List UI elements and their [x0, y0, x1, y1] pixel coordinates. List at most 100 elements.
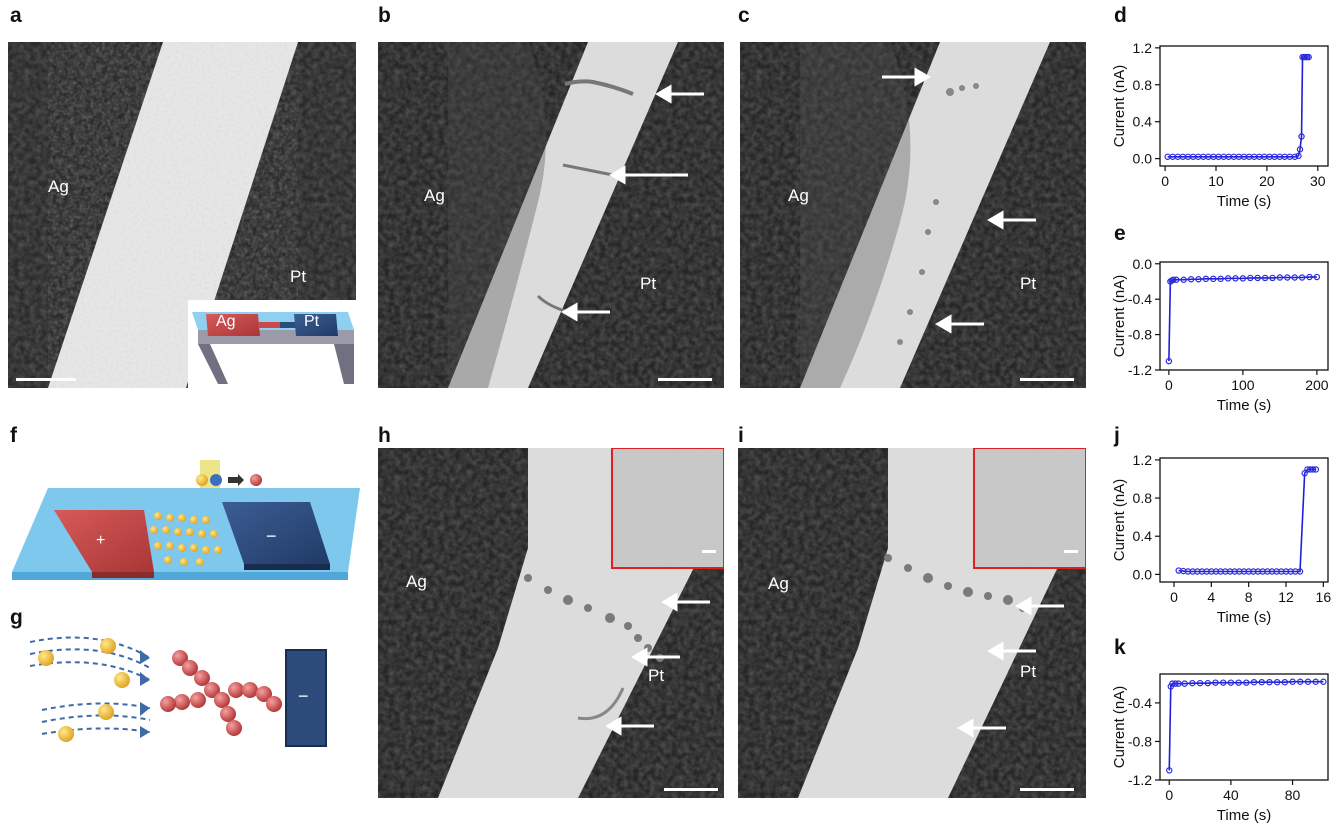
- label-pt: Pt: [648, 666, 665, 685]
- tem-image-a: Ag Pt Ag Pt: [8, 42, 356, 388]
- data-point: [1281, 678, 1289, 686]
- panel-letter-j: j: [1114, 424, 1120, 447]
- data-point: [1204, 679, 1211, 687]
- y-tick-label: -0.8: [1128, 327, 1152, 343]
- panel-letter-i: i: [738, 424, 744, 447]
- label-ag: Ag: [48, 177, 69, 196]
- y-tick-label: -0.4: [1128, 695, 1152, 711]
- x-tick-label: 0: [1165, 787, 1173, 803]
- x-tick-label: 200: [1305, 377, 1329, 393]
- label-ag: Ag: [424, 186, 445, 205]
- tem-image-c: Ag Pt: [740, 42, 1086, 388]
- data-point: [1210, 275, 1217, 283]
- tem-image-b: Ag Pt: [378, 42, 724, 388]
- x-axis-label: Time (s): [1217, 807, 1271, 824]
- data-point: [1170, 276, 1177, 283]
- inset-label-pt: Pt: [304, 313, 320, 330]
- x-tick-label: 12: [1278, 589, 1294, 605]
- data-point: [1187, 276, 1195, 283]
- data-point: [1276, 274, 1284, 281]
- series-line: [1168, 680, 1324, 771]
- tem-image-h: Ag Pt: [378, 448, 724, 798]
- panel-letter-g: g: [10, 606, 23, 629]
- x-tick-label: 40: [1223, 787, 1239, 803]
- data-point: [1196, 679, 1204, 687]
- panel-letter-b: b: [378, 4, 391, 27]
- data-point: [1305, 53, 1312, 61]
- data-point: [1195, 276, 1202, 283]
- data-point: [1212, 679, 1219, 686]
- data-point: [1258, 678, 1265, 686]
- data-point: [1273, 678, 1281, 686]
- label-pt: Pt: [290, 267, 307, 286]
- data-point: [1304, 678, 1312, 685]
- y-axis-label: Current (nA): [1111, 686, 1128, 769]
- data-point: [1298, 133, 1305, 140]
- panel-letter-d: d: [1114, 4, 1127, 27]
- tem-image-i: Ag Pt: [738, 448, 1086, 798]
- minus-label: −: [266, 526, 277, 546]
- y-tick-label: 0.0: [1133, 151, 1153, 167]
- data-point: [1172, 680, 1179, 687]
- y-axis-label: Current (nA): [1111, 65, 1128, 148]
- data-point: [1291, 153, 1299, 160]
- y-tick-label: 0.4: [1133, 528, 1153, 544]
- x-tick-label: 20: [1259, 173, 1275, 189]
- chart-j: 0 4 8 12 16 0.0 0.4 0.8 1.2 Time (s) Current (nA): [1111, 452, 1331, 626]
- series-line: [1168, 276, 1317, 362]
- data-point: [1261, 274, 1269, 282]
- y-tick-label: -0.4: [1128, 291, 1152, 307]
- data-point: [1289, 678, 1296, 685]
- y-tick-label: 1.2: [1133, 452, 1153, 468]
- x-tick-label: 0: [1161, 173, 1169, 189]
- data-point: [1232, 275, 1239, 282]
- label-pt: Pt: [640, 274, 657, 293]
- nucleation-schematic-g: −: [29, 628, 340, 750]
- data-point: [1320, 678, 1327, 685]
- arrow-icon: [882, 67, 1036, 334]
- data-point: [1243, 679, 1250, 686]
- panel-letter-k: k: [1114, 636, 1126, 659]
- series-line: [1167, 56, 1309, 158]
- label-ag: Ag: [788, 186, 809, 205]
- plus-label: +: [96, 532, 106, 549]
- chart-e: 0 100 200 0.0 -0.4 -0.8 -1.2 Time (s) Current (n…: [1111, 256, 1329, 414]
- data-point: [1306, 273, 1313, 281]
- arrow-icon: [561, 84, 704, 322]
- arrow-icon: [605, 592, 710, 736]
- panel-letter-e: e: [1114, 222, 1126, 245]
- data-point: [1219, 679, 1227, 686]
- data-point: [1250, 678, 1258, 686]
- data-point: [1247, 274, 1254, 282]
- label-pt: Pt: [1020, 662, 1037, 681]
- x-axis-label: Time (s): [1217, 193, 1271, 210]
- y-tick-label: 0.8: [1133, 77, 1153, 93]
- data-point: [1180, 276, 1187, 283]
- data-point: [1296, 568, 1304, 575]
- x-tick-label: 0: [1165, 377, 1173, 393]
- x-axis-label: Time (s): [1217, 609, 1271, 626]
- panel-letter-a: a: [10, 4, 22, 27]
- data-point: [1175, 680, 1182, 687]
- data-point: [1312, 678, 1319, 685]
- x-tick-label: 0: [1170, 589, 1178, 605]
- device-schematic-inset: Ag Pt: [188, 300, 356, 388]
- data-point: [1224, 275, 1232, 282]
- data-point: [1165, 357, 1173, 365]
- label-ag: Ag: [406, 572, 427, 591]
- x-tick-label: 4: [1207, 589, 1215, 605]
- y-axis-label: Current (nA): [1111, 275, 1128, 358]
- data-point: [1239, 275, 1247, 282]
- data-point: [1297, 678, 1304, 685]
- y-tick-label: -0.8: [1128, 733, 1152, 749]
- data-point: [1235, 679, 1242, 686]
- x-tick-label: 10: [1208, 173, 1224, 189]
- x-tick-label: 80: [1285, 787, 1301, 803]
- data-point: [1189, 679, 1196, 687]
- x-tick-label: 100: [1231, 377, 1255, 393]
- data-point: [1254, 274, 1261, 282]
- y-tick-label: -1.2: [1128, 362, 1152, 378]
- y-axis-label: Current (nA): [1111, 479, 1128, 562]
- data-point: [1202, 275, 1210, 283]
- data-point: [1266, 678, 1273, 686]
